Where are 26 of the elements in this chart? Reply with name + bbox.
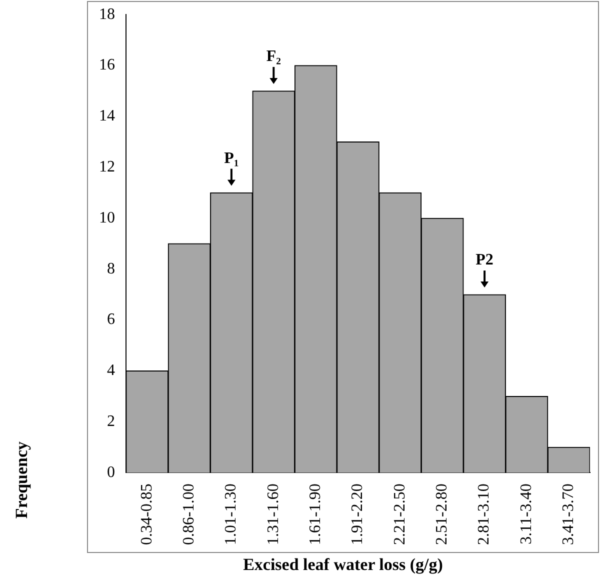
x-axis-title: Excised leaf water loss (g/g)	[242, 555, 444, 574]
x-tick-label: 1.01-1.30	[222, 484, 240, 545]
x-tick-label: 1.31-1.60	[264, 484, 282, 545]
y-tick-label: 6	[107, 311, 115, 328]
x-tick-label: 2.21-2.50	[391, 484, 408, 545]
x-tick-label: 1.61-1.90	[307, 484, 324, 545]
x-tick-label: 3.11-3.40	[518, 484, 535, 544]
x-tick-label: 0.86-1.00	[180, 484, 198, 545]
x-tick-label: 2.81-3.10	[476, 484, 493, 545]
y-tick-label: 4	[107, 362, 115, 380]
y-tick-label: 10	[99, 209, 115, 226]
y-tick-label: 14	[99, 108, 115, 125]
annotation: P2	[476, 252, 494, 269]
x-tick-label: 1.91-2.20	[349, 484, 366, 545]
annotation: P₁	[224, 150, 239, 167]
y-tick-label: 18	[99, 6, 115, 23]
x-tick-label: 3.41-3.70	[560, 484, 578, 545]
annotation: F₂	[266, 48, 282, 66]
y-axis-title: Frequency	[12, 441, 32, 519]
y-tick-label: 12	[99, 158, 115, 176]
x-tick-label: 0.34-0.85	[138, 484, 156, 545]
y-tick-label: 16	[99, 56, 115, 74]
y-tick-label: 8	[107, 260, 115, 278]
y-tick-label: 2	[107, 412, 115, 430]
x-tick-label: 2.51-2.80	[434, 484, 451, 545]
y-tick-label: 0	[107, 464, 115, 481]
